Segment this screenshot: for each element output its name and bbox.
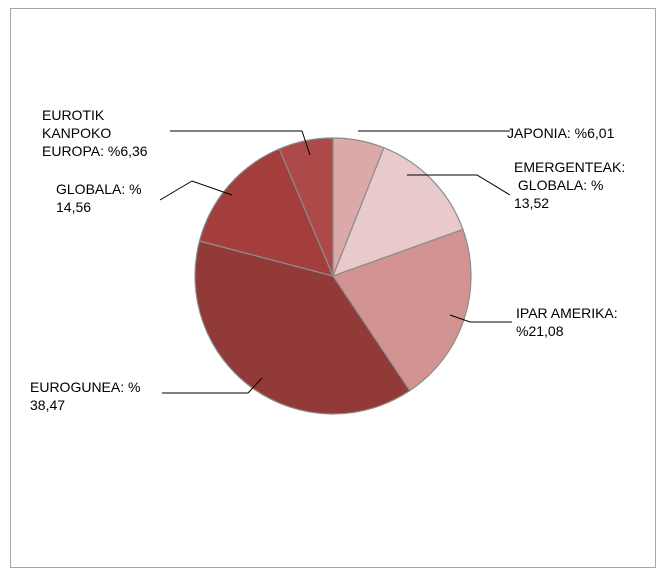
pie-slice-eurogunea bbox=[194, 240, 411, 415]
slice-label: EMERGENTEAK: GLOBALA: % 13,52 bbox=[514, 159, 625, 211]
slice-label: GLOBALA: % 14,56 bbox=[56, 181, 142, 215]
pie-slice-ipar-amerika bbox=[332, 228, 472, 392]
slice-label: EUROGUNEA: % 38,47 bbox=[30, 379, 140, 413]
leader-line bbox=[170, 130, 311, 156]
pie-slices bbox=[194, 137, 472, 415]
pie-slice-emergenteak-globala bbox=[331, 146, 464, 278]
slice-labels: JAPONIA: %6,01 EMERGENTEAK: GLOBALA: % 13,… bbox=[30, 107, 625, 413]
leader-line bbox=[159, 180, 233, 201]
slice-label: JAPONIA: %6,01 bbox=[507, 125, 615, 141]
pie-chart: JAPONIA: %6,01 EMERGENTEAK: GLOBALA: % 13,… bbox=[30, 107, 625, 415]
slice-label: EUROTIK KANPOKO EUROPA: %6,36 bbox=[42, 107, 148, 159]
leader-line bbox=[162, 377, 263, 394]
leader-lines bbox=[159, 130, 512, 394]
leader-line bbox=[449, 314, 512, 323]
pie-slice-globala bbox=[198, 148, 335, 277]
slice-label: IPAR AMERIKA: %21,08 bbox=[516, 305, 618, 339]
leader-line bbox=[407, 174, 511, 196]
